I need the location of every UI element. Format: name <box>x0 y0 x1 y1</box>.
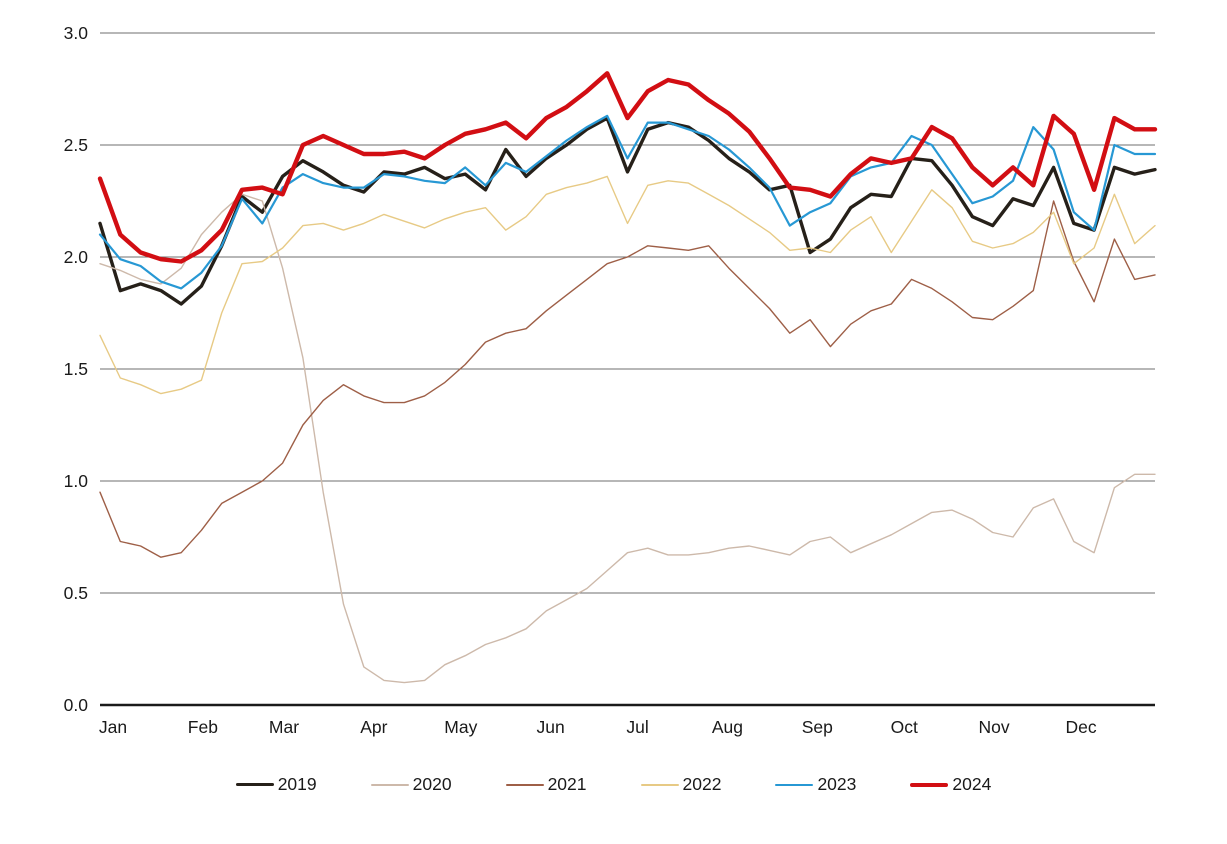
legend-item-2019: 2019 <box>235 774 317 794</box>
legend-label: 2021 <box>547 774 587 794</box>
legend-label: 2024 <box>952 774 992 794</box>
y-tick-label: 0.5 <box>64 583 88 603</box>
x-tick-label-sep: Sep <box>802 717 833 737</box>
legend-swatch-2019 <box>235 783 274 787</box>
y-tick-label: 0.0 <box>64 695 89 715</box>
legend-label: 2019 <box>277 774 317 794</box>
series-line-2024 <box>97 71 1158 264</box>
legend-swatch-2022 <box>640 783 679 786</box>
y-tick-label: 3.0 <box>64 23 89 43</box>
x-tick-label-jun: Jun <box>537 717 565 737</box>
legend-swatch-2024 <box>910 782 949 787</box>
x-tick-label-mar: Mar <box>269 717 299 737</box>
x-tick-label-oct: Oct <box>891 717 918 737</box>
y-tick-label: 2.0 <box>64 247 89 267</box>
legend-label: 2022 <box>682 774 722 794</box>
y-tick-label: 1.0 <box>64 471 89 491</box>
x-tick-label-aug: Aug <box>712 717 743 737</box>
chart-legend: 2019 2020 2021 2022 2023 2024 <box>0 774 1227 794</box>
y-tick-label: 1.5 <box>64 359 88 379</box>
legend-item-2021: 2021 <box>505 774 587 794</box>
x-tick-label-jul: Jul <box>626 717 648 737</box>
series-line-2023 <box>98 114 1157 290</box>
series-line-2021 <box>99 200 1156 558</box>
series-line-2019 <box>98 116 1157 306</box>
legend-swatch-2020 <box>370 783 409 786</box>
legend-item-2024: 2024 <box>910 774 992 794</box>
legend-label: 2023 <box>817 774 857 794</box>
x-tick-label-dec: Dec <box>1065 717 1096 737</box>
legend-item-2020: 2020 <box>370 774 452 794</box>
x-tick-label-may: May <box>444 717 477 737</box>
x-tick-label-feb: Feb <box>188 717 218 737</box>
legend-item-2022: 2022 <box>640 774 722 794</box>
line-chart: 0.0 0.5 1.0 1.5 2.0 2.5 3.0 Jan Feb Mar Apr May Jun J… <box>64 23 1158 737</box>
legend-label: 2020 <box>412 774 452 794</box>
legend-item-2023: 2023 <box>775 774 857 794</box>
series-line-2020 <box>99 193 1156 684</box>
legend-swatch-2023 <box>775 783 814 786</box>
x-tick-label-jan: Jan <box>99 717 127 737</box>
x-tick-label-apr: Apr <box>360 717 387 737</box>
x-tick-label-nov: Nov <box>979 717 1010 737</box>
legend-swatch-2021 <box>505 783 544 786</box>
series-line-2022 <box>99 175 1156 395</box>
y-tick-label: 2.5 <box>64 135 88 155</box>
